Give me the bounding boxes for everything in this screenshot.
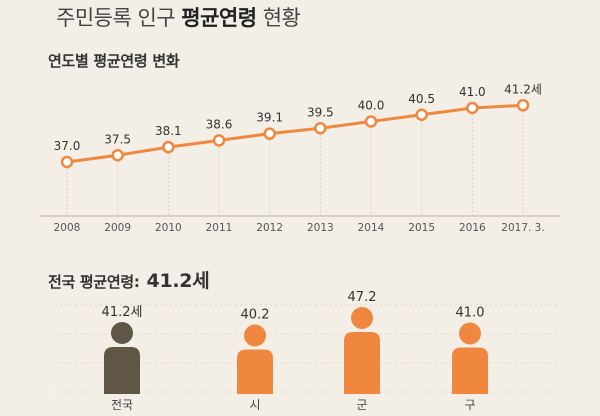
x-tick-label: 2008 (54, 222, 81, 234)
x-tick-label: 2012 (256, 222, 283, 234)
data-point (60, 155, 74, 169)
data-label: 40.5 (408, 92, 435, 106)
person-head (351, 307, 373, 329)
value-label: 47.2 (348, 290, 377, 305)
x-tick-label: 2017. 3. (501, 222, 544, 234)
data-point (415, 108, 428, 121)
person-body (344, 332, 380, 394)
person-figure-0 (104, 322, 140, 394)
person-head (111, 322, 133, 344)
person-body (104, 347, 140, 394)
data-point (111, 149, 124, 162)
person-head (244, 324, 266, 347)
value-label: 41.2세 (102, 305, 143, 320)
category-label: 구 (464, 398, 475, 412)
category-label: 시 (249, 398, 260, 412)
data-point (516, 99, 530, 112)
data-label: 40.0 (358, 99, 385, 113)
data-label: 39.5 (307, 105, 334, 119)
person-body (452, 347, 488, 394)
data-label: 39.1 (256, 111, 283, 125)
x-tick-label: 2015 (408, 222, 435, 234)
people-chart-title: 전국 평균연령: 41.2세 (48, 270, 210, 292)
x-tick-label: 2011 (206, 222, 233, 234)
person-figure-2 (344, 307, 380, 394)
line-chart: 37.0 2008 37.5 2009 38.1 2010 38.6 2011 39.1 2012… (40, 82, 560, 234)
x-tick-label: 2009 (104, 222, 131, 234)
category-label: 전국 (111, 398, 133, 412)
data-label: 37.0 (54, 139, 81, 153)
x-tick-label: 2016 (459, 222, 486, 234)
data-label: 41.2세 (504, 82, 542, 96)
data-point (364, 115, 378, 128)
person-figure-3 (452, 322, 488, 394)
data-point (263, 127, 276, 140)
data-label: 41.0 (459, 85, 486, 99)
data-point (162, 140, 175, 154)
data-point (314, 122, 327, 135)
value-label: 41.0 (456, 306, 485, 321)
data-label: 37.5 (104, 132, 131, 146)
x-tick-label: 2010 (155, 222, 182, 234)
person-body (237, 349, 273, 394)
data-label: 38.1 (155, 124, 182, 138)
x-tick-label: 2013 (307, 222, 334, 234)
line-chart-title: 연도별 평균연령 변화 (48, 52, 180, 70)
data-point (212, 134, 226, 147)
data-point (466, 101, 479, 115)
category-label: 군 (356, 398, 367, 412)
series-line (66, 103, 524, 164)
data-label: 38.6 (206, 117, 233, 131)
person-figure-1 (237, 324, 273, 394)
x-tick-label: 2014 (358, 222, 385, 234)
page-title: 주민등록 인구 평균연령 현황 (56, 6, 301, 30)
person-head (459, 322, 481, 345)
value-label: 40.2 (241, 308, 270, 323)
